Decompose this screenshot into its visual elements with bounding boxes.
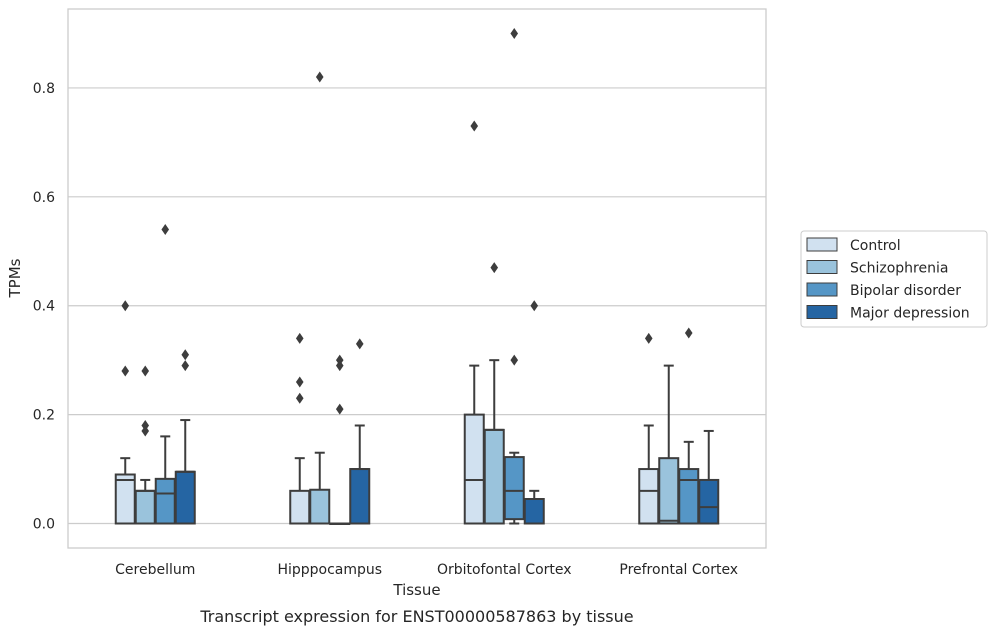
box-hipppocampus — [309, 71, 331, 525]
outlier-point — [510, 354, 519, 366]
y-axis-label: TPMs — [6, 258, 24, 298]
series-schizophrenia — [134, 71, 680, 525]
legend-label: Control — [850, 238, 901, 254]
outlier-point — [335, 360, 344, 372]
box-body — [154, 477, 176, 525]
box-cerebellum — [114, 300, 136, 525]
outlier-point — [530, 300, 539, 312]
box-body — [483, 428, 505, 525]
y-axis-ticks: 0.0 0.2 0.4 0.6 0.8 — [33, 81, 55, 533]
outlier-point — [141, 365, 150, 377]
legend-frame — [800, 230, 988, 328]
y-tick-label: 0.2 — [33, 408, 55, 424]
y-tick-label: 0.6 — [33, 190, 55, 206]
plot-area-frame — [67, 8, 767, 549]
y-tick-label: 0.8 — [33, 81, 55, 97]
box-body — [309, 488, 331, 525]
legend: Control Schizophrenia Bipolar disorder Majo… — [800, 230, 988, 328]
box-body — [289, 489, 311, 525]
legend-swatch — [806, 260, 838, 274]
outlier-point — [510, 28, 519, 39]
legend-label: Major depression — [850, 306, 970, 322]
box-body — [174, 470, 196, 525]
y-tick-label: 0.4 — [33, 299, 55, 315]
x-axis-label: Tissue — [392, 581, 440, 599]
outlier-point — [644, 332, 653, 344]
box-orbitofontal-cortex — [463, 120, 485, 525]
box-orbitofontal-cortex — [523, 300, 545, 525]
box-body — [523, 498, 545, 525]
legend-swatch — [806, 305, 838, 319]
box-body — [463, 413, 485, 525]
x-tick-label: Hipppocampus — [277, 562, 382, 578]
box-cerebellum — [134, 365, 156, 525]
box-hipppocampus — [289, 332, 311, 525]
box-orbitofontal-cortex — [503, 28, 525, 525]
box-cerebellum — [174, 349, 196, 525]
box-orbitofontal-cortex — [483, 262, 505, 525]
outlier-point — [355, 338, 364, 350]
outlier-point — [181, 349, 190, 361]
box-body — [698, 478, 720, 525]
outlier-point — [295, 332, 304, 344]
box-body — [503, 456, 525, 521]
series-control — [114, 120, 660, 525]
outlier-point — [470, 120, 479, 132]
legend-label: Bipolar disorder — [850, 283, 961, 299]
box-body — [349, 468, 371, 525]
outlier-point — [490, 262, 499, 274]
outlier-point — [315, 71, 324, 83]
legend-swatch — [806, 237, 838, 252]
outlier-point — [335, 403, 344, 415]
box-prefrontal-cortex — [658, 364, 680, 525]
x-tick-label: Cerebellum — [115, 562, 195, 578]
chart-caption: Transcript expression for ENST0000058786… — [199, 607, 633, 626]
legend-swatch — [806, 282, 838, 297]
box-cerebellum — [154, 224, 176, 525]
box-body — [678, 468, 700, 525]
box-series — [114, 28, 720, 525]
y-tick-label: 0.0 — [33, 517, 55, 533]
x-axis-ticks: Cerebellum Hipppocampus Orbitofontal Corte… — [115, 562, 738, 578]
box-hipppocampus — [329, 354, 351, 525]
box-prefrontal-cortex — [678, 327, 700, 525]
box-hipppocampus — [349, 338, 371, 525]
series-major-depression — [174, 300, 720, 525]
box-body — [638, 468, 660, 525]
x-tick-label: Orbitofontal Cortex — [437, 562, 572, 578]
outlier-point — [684, 327, 693, 339]
outlier-point — [141, 425, 150, 437]
outlier-point — [161, 224, 170, 235]
outlier-point — [295, 392, 304, 404]
box-body — [114, 473, 136, 525]
outlier-point — [181, 360, 190, 372]
box-prefrontal-cortex — [698, 429, 720, 525]
outlier-point — [121, 365, 130, 377]
box-body — [134, 489, 156, 525]
legend-label: Schizophrenia — [850, 261, 948, 277]
series-bipolar-disorder — [154, 28, 700, 525]
outlier-point — [295, 376, 304, 388]
outlier-point — [121, 300, 130, 312]
x-tick-label: Prefrontal Cortex — [619, 562, 738, 578]
box-prefrontal-cortex — [638, 332, 660, 525]
box-body — [658, 457, 680, 525]
